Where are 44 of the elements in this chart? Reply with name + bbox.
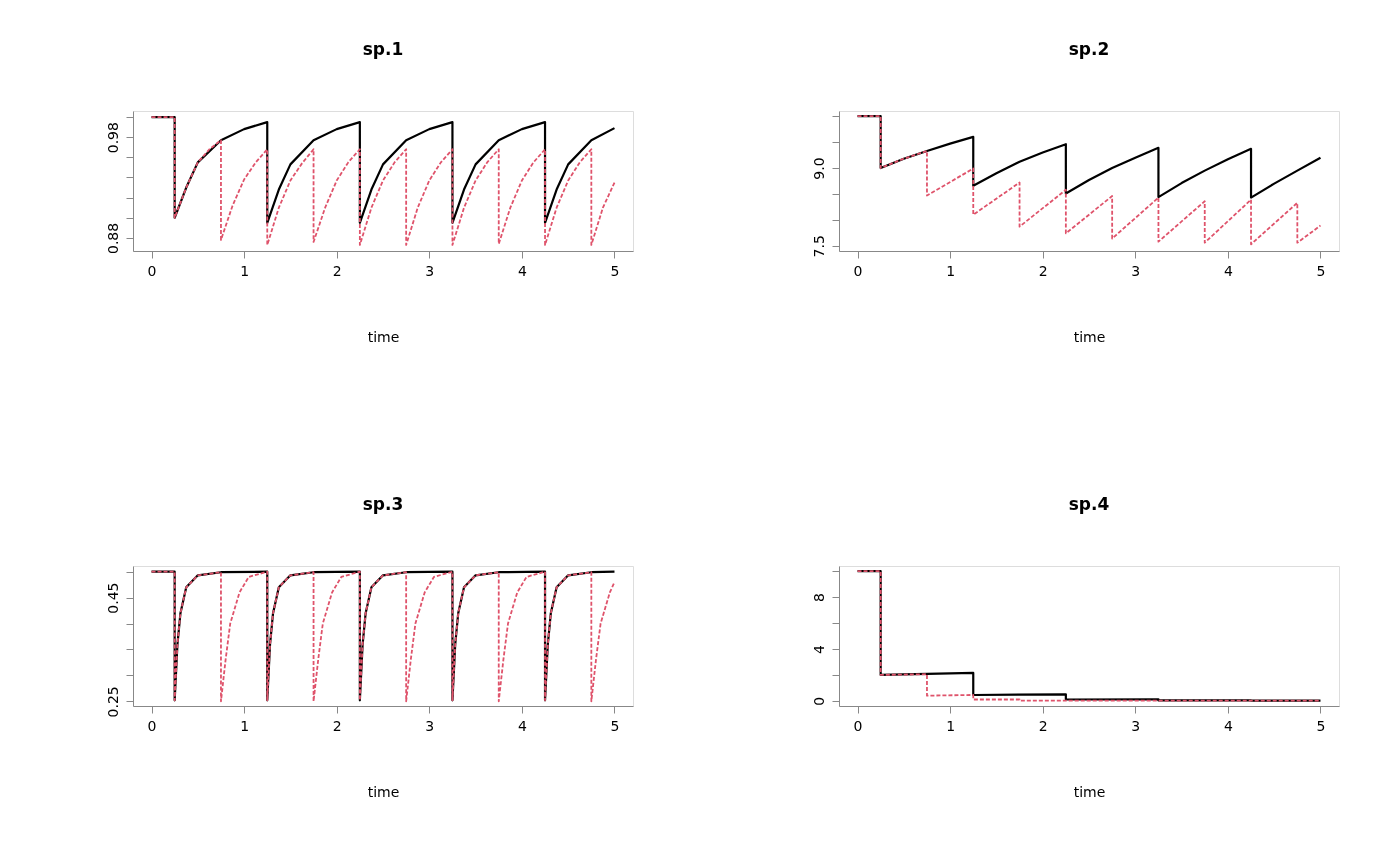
- chart-title: sp.2: [1068, 39, 1110, 59]
- x-tick-label: 3: [425, 262, 435, 279]
- x-tick-label: 2: [332, 262, 342, 279]
- y-tick-label: 0.25: [104, 686, 121, 718]
- y-tick-label: 0.88: [104, 222, 121, 254]
- x-tick-label: 3: [425, 717, 435, 734]
- x-tick-label: 0: [853, 717, 863, 734]
- chart-title: sp.1: [362, 39, 404, 59]
- x-axis-title: time: [367, 328, 400, 345]
- x-tick-label: 4: [517, 262, 527, 279]
- x-tick-label: 1: [240, 717, 250, 734]
- x-tick-label: 2: [332, 717, 342, 734]
- x-tick-label: 4: [1223, 717, 1233, 734]
- y-tick-label: 9.0: [810, 157, 827, 180]
- chart-title: sp.3: [362, 494, 404, 514]
- x-tick-label: 1: [946, 717, 956, 734]
- x-tick-label: 0: [853, 262, 863, 279]
- x-tick-label: 5: [610, 262, 620, 279]
- line-series: [856, 115, 1322, 246]
- x-tick-label: 0: [147, 262, 157, 279]
- y-tick-label: 0: [810, 696, 827, 706]
- y-tick-label: 4: [810, 644, 827, 654]
- y-tick-label: 7.5: [810, 235, 827, 258]
- x-tick-label: 3: [1131, 262, 1141, 279]
- x-axis-title: time: [1073, 328, 1106, 345]
- x-tick-label: 2: [1038, 262, 1048, 279]
- x-tick-label: 0: [147, 717, 157, 734]
- x-tick-label: 5: [1316, 717, 1326, 734]
- x-axis-title: time: [367, 783, 400, 800]
- x-tick-label: 2: [1038, 717, 1048, 734]
- x-tick-label: 1: [946, 262, 956, 279]
- y-tick-label: 0.45: [104, 582, 121, 614]
- line-series: [150, 116, 616, 246]
- x-tick-label: 3: [1131, 717, 1141, 734]
- x-tick-label: 1: [240, 262, 250, 279]
- x-tick-label: 4: [1223, 262, 1233, 279]
- x-tick-label: 5: [1316, 262, 1326, 279]
- x-tick-label: 5: [610, 717, 620, 734]
- x-tick-label: 4: [517, 717, 527, 734]
- line-series: [856, 570, 1322, 702]
- x-axis-title: time: [1073, 783, 1106, 800]
- y-tick-label: 8: [810, 593, 827, 603]
- y-tick-label: 0.98: [104, 122, 121, 154]
- chart-title: sp.4: [1068, 494, 1110, 514]
